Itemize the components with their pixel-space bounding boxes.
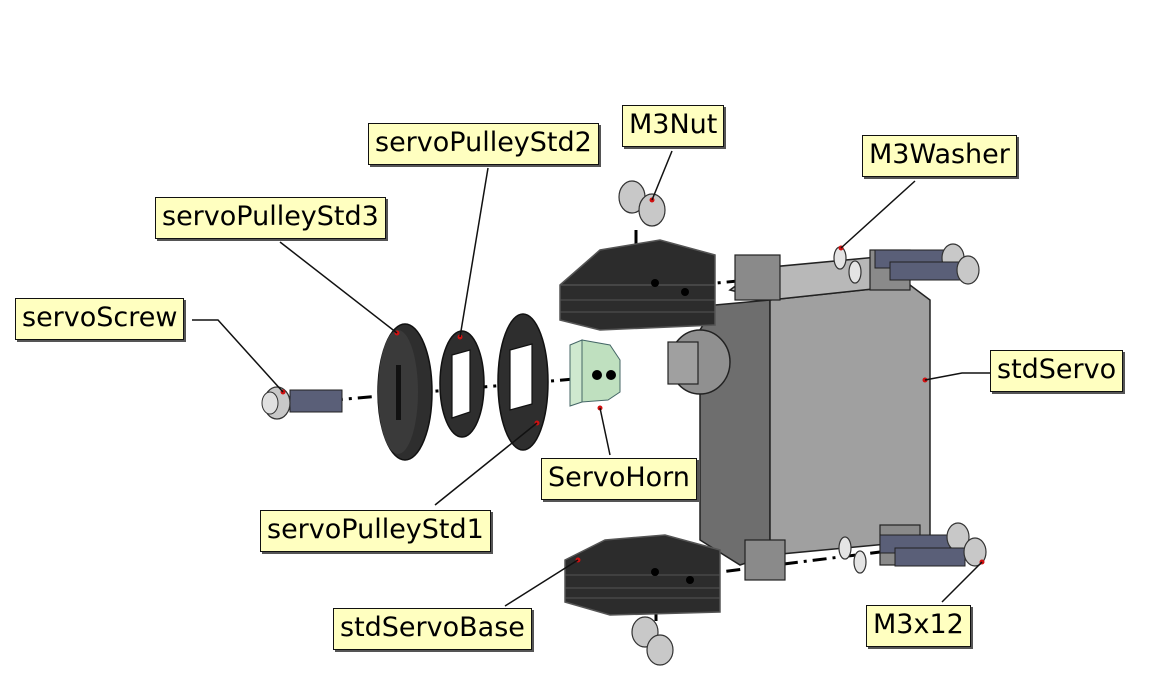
label-servo-pulley-std3: servoPulleyStd3 xyxy=(155,197,386,239)
servo-base-top xyxy=(559,239,716,331)
servo-base-bottom xyxy=(564,534,721,616)
label-servo-screw: servoScrew xyxy=(15,298,185,340)
label-m3-washer: M3Washer xyxy=(862,135,1017,177)
label-servo-horn: ServoHorn xyxy=(541,458,697,500)
label-std-servo: stdServo xyxy=(990,350,1124,392)
label-m3-nut: M3Nut xyxy=(622,105,725,147)
pulley-std3 xyxy=(377,323,433,461)
m3-nut-top xyxy=(618,180,666,227)
servo-screw xyxy=(261,386,343,420)
m3-nut-bottom xyxy=(631,616,674,666)
leader-lines xyxy=(192,150,992,607)
label-servo-pulley-std1: servoPulleyStd1 xyxy=(260,510,491,552)
label-servo-pulley-std2: servoPulleyStd2 xyxy=(368,123,599,165)
pulley-std2 xyxy=(439,330,485,438)
m3-washers xyxy=(833,246,867,574)
label-std-servo-base: stdServoBase xyxy=(333,608,532,650)
pulley-std1 xyxy=(497,313,549,451)
std-servo xyxy=(667,249,931,581)
servo-horn xyxy=(569,339,621,411)
label-m3x12: M3x12 xyxy=(866,605,971,647)
m3x12-bolts xyxy=(874,243,987,567)
